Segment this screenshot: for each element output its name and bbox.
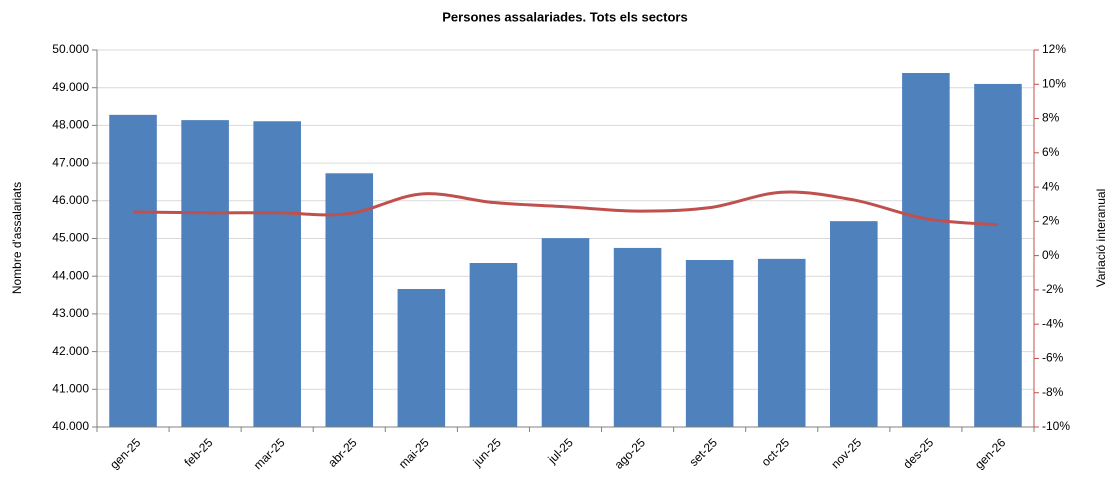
y2-tick-label: -10% [1042, 419, 1070, 433]
bar [613, 247, 662, 427]
bar [685, 259, 734, 427]
chart-title: Persones assalariades. Tots els sectors [442, 9, 687, 24]
bar [757, 258, 806, 427]
y-tick-label: 44.000 [52, 268, 89, 282]
y2-tick-label: -8% [1042, 385, 1064, 399]
bar [974, 83, 1022, 428]
y-tick-label: 50.000 [52, 42, 89, 56]
x-tick-label: gen-26 [972, 435, 1009, 472]
y2-tick-label: 2% [1042, 214, 1060, 228]
y2-tick-label: 12% [1042, 42, 1066, 56]
y2-tick-label: -2% [1042, 282, 1064, 296]
y-tick-label: 43.000 [52, 306, 89, 320]
x-tick-label: gen-25 [107, 435, 144, 472]
bar [902, 72, 950, 427]
y-axis-title: Nombre d'assalariats [10, 182, 24, 294]
bar [469, 263, 518, 427]
x-tick-label: jun-25 [470, 435, 504, 469]
y-tick-label: 49.000 [52, 80, 89, 94]
bar [397, 289, 446, 427]
bar [830, 221, 878, 427]
y2-tick-label: 0% [1042, 248, 1060, 262]
y2-tick-label: 10% [1042, 76, 1066, 90]
y2-axis-title: Variació interanual [1094, 189, 1108, 288]
y2-tick-label: -4% [1042, 316, 1064, 330]
bar [541, 238, 590, 427]
y-tick-label: 40.000 [52, 419, 89, 433]
x-tick-label: mai-25 [396, 435, 432, 471]
y2-tick-label: 8% [1042, 111, 1060, 125]
y-tick-label: 45.000 [52, 231, 89, 245]
y-tick-label: 47.000 [52, 155, 89, 169]
x-tick-label: nov-25 [828, 435, 864, 471]
y2-tick-label: -6% [1042, 351, 1064, 365]
x-tick-label: set-25 [687, 435, 721, 469]
y-tick-label: 46.000 [52, 193, 89, 207]
x-tick-label: ago-25 [612, 435, 649, 472]
y-tick-label: 41.000 [52, 381, 89, 395]
y-tick-label: 48.000 [52, 118, 89, 132]
y2-tick-label: 4% [1042, 179, 1060, 193]
bar [109, 114, 157, 428]
x-tick-label: mar-25 [251, 435, 288, 472]
x-tick-label: des-25 [900, 435, 936, 471]
x-tick-label: feb-25 [182, 435, 216, 469]
line [133, 190, 999, 227]
y-tick-label: 42.000 [52, 344, 89, 358]
x-tick-label: jul-25 [544, 435, 576, 467]
bar [181, 120, 229, 427]
x-tick-label: abr-25 [325, 435, 360, 470]
y2-tick-label: 6% [1042, 145, 1060, 159]
bar [253, 121, 301, 428]
x-tick-label: oct-25 [759, 435, 793, 469]
